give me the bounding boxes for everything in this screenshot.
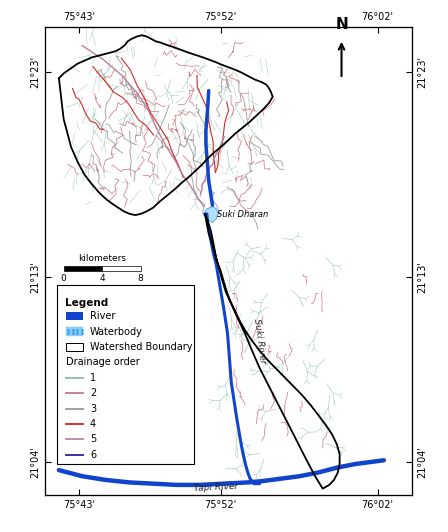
Bar	[102, 265, 141, 271]
Text: 5: 5	[90, 434, 96, 444]
Bar	[66, 343, 83, 351]
Bar	[57, 285, 194, 464]
Text: Legend: Legend	[65, 297, 108, 307]
Text: 6: 6	[90, 450, 96, 460]
Text: 2: 2	[90, 388, 96, 398]
Polygon shape	[203, 206, 218, 222]
Bar	[64, 265, 102, 271]
Text: Watershed Boundary: Watershed Boundary	[90, 342, 193, 352]
Text: Suki Dharan: Suki Dharan	[217, 210, 268, 219]
Text: 8: 8	[138, 274, 143, 283]
Text: Suki River: Suki River	[252, 318, 267, 364]
Polygon shape	[205, 214, 340, 488]
Text: 0: 0	[61, 274, 66, 283]
Text: Drainage order: Drainage order	[66, 358, 140, 367]
Text: 4: 4	[99, 274, 105, 283]
Text: 4: 4	[90, 419, 96, 429]
Text: kilometers: kilometers	[78, 254, 126, 263]
Text: River: River	[90, 311, 116, 321]
Bar	[66, 312, 83, 320]
Polygon shape	[59, 35, 273, 215]
Text: 3: 3	[90, 403, 96, 413]
Text: 1: 1	[90, 373, 96, 383]
Text: Tapi River: Tapi River	[194, 481, 239, 493]
Text: Waterbody: Waterbody	[90, 327, 143, 337]
Text: N: N	[335, 16, 348, 31]
Bar	[66, 327, 83, 336]
